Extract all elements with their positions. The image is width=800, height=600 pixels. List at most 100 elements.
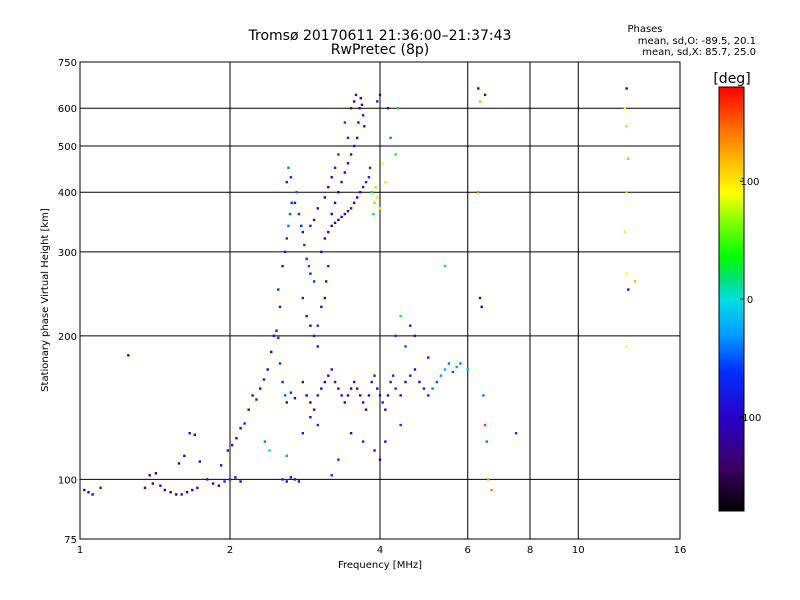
data-point (396, 107, 400, 110)
phase-stats-x: mean, sd,X: 85.7, 25.0 (642, 47, 756, 58)
x-tick-label: 6 (465, 545, 471, 556)
data-point (376, 196, 379, 199)
data-point (373, 449, 376, 452)
chart-subtitle: RwPretec (8p) (331, 42, 429, 58)
data-point (316, 423, 319, 427)
data-point (455, 365, 458, 369)
data-point (367, 394, 371, 397)
data-point (305, 394, 308, 397)
data-point (623, 230, 627, 234)
data-point (418, 380, 421, 384)
data-point (372, 212, 375, 216)
data-point (376, 100, 379, 103)
data-point (266, 368, 269, 371)
data-point (188, 431, 191, 435)
data-point (482, 394, 485, 397)
data-point (451, 370, 455, 374)
data-point (303, 243, 306, 247)
data-point (358, 191, 362, 194)
data-point (477, 87, 480, 90)
data-point (483, 423, 487, 427)
x-tick-label: 8 (527, 545, 533, 556)
data-point (363, 125, 366, 128)
data-point (349, 107, 353, 110)
data-point (330, 474, 333, 477)
data-point (320, 250, 323, 254)
data-point (343, 121, 347, 124)
y-tick-label: 600 (58, 104, 77, 115)
data-point (283, 250, 287, 254)
data-point (431, 387, 434, 390)
data-point (349, 153, 353, 156)
data-point (320, 305, 323, 309)
data-point (191, 488, 194, 492)
data-point (277, 288, 280, 291)
data-point (223, 480, 226, 483)
data-point (333, 380, 337, 384)
data-point (340, 394, 343, 397)
data-point (435, 380, 438, 384)
data-point (337, 458, 340, 461)
data-point (623, 107, 627, 110)
data-point (352, 380, 356, 384)
data-point (337, 387, 340, 390)
data-point (625, 125, 628, 128)
chart-title: Tromsø 20170611 21:36:00–21:37:43 (248, 28, 512, 44)
data-point (373, 374, 376, 377)
data-point (300, 224, 303, 228)
data-point (285, 480, 288, 483)
data-point (389, 136, 392, 140)
data-point (297, 212, 301, 216)
data-point (330, 176, 333, 179)
y-tick-label: 750 (58, 58, 77, 69)
data-point (490, 488, 493, 492)
data-point (263, 440, 267, 443)
x-tick-label: 4 (377, 545, 383, 556)
data-point (230, 443, 234, 447)
data-point (305, 257, 308, 261)
data-point (309, 272, 312, 275)
data-point (91, 493, 94, 496)
data-point (381, 401, 384, 404)
data-point (305, 314, 308, 318)
data-point (399, 423, 402, 427)
data-point (228, 478, 232, 481)
data-point (281, 264, 284, 268)
data-point (285, 401, 288, 404)
data-point (340, 215, 343, 219)
data-point (277, 336, 280, 340)
data-point (337, 218, 340, 222)
data-point (281, 380, 284, 384)
x-tick-label: 2 (227, 545, 233, 556)
colorbar-tick-label: -100 (739, 413, 762, 424)
data-point (312, 218, 316, 222)
data-point (386, 394, 390, 397)
data-point (352, 144, 356, 148)
data-point (316, 345, 319, 348)
x-tick-label: 16 (674, 545, 687, 556)
data-point (301, 431, 305, 435)
data-point (422, 387, 426, 390)
data-point (378, 207, 382, 210)
data-point (361, 185, 365, 189)
data-point (355, 387, 359, 390)
data-point (289, 476, 293, 479)
data-point (374, 185, 377, 189)
data-point (413, 334, 417, 338)
data-point (289, 391, 293, 394)
data-point (323, 380, 327, 384)
data-point (217, 484, 221, 487)
data-point (327, 230, 330, 234)
data-point (478, 296, 482, 300)
data-point (625, 345, 628, 348)
data-point (287, 166, 290, 170)
y-tick-label: 75 (64, 535, 77, 546)
data-point (378, 394, 382, 397)
data-point (483, 93, 487, 97)
colorbar-tick-label: 0 (747, 295, 753, 306)
data-point (323, 196, 327, 199)
data-point (309, 401, 312, 404)
data-point (183, 454, 186, 458)
data-point (259, 387, 262, 390)
data-point (285, 180, 288, 184)
